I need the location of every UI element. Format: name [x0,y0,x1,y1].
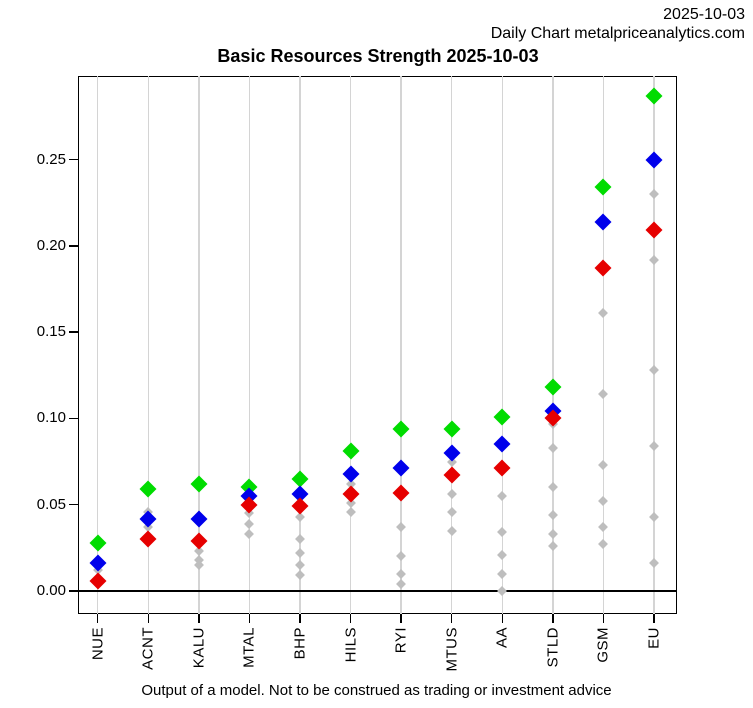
y-axis-tick [69,417,78,420]
header-subtitle: Daily Chart metalpriceanalytics.com [490,25,745,42]
zero-line [78,590,677,592]
y-axis-tick [69,503,78,506]
x-axis-tick [653,614,655,623]
x-axis-tick [602,614,605,623]
x-axis-tick [198,614,200,623]
y-axis-tick [69,158,78,161]
x-axis-tick [349,614,352,623]
y-axis-label: 0.20 [36,236,66,254]
x-axis-label: EU [645,627,663,649]
y-axis-label: 0.25 [36,150,66,168]
header-date: 2025-10-03 [663,6,745,23]
x-axis-tick [147,614,150,623]
gridline [96,76,99,614]
gridline [248,76,251,614]
x-axis-label: MTUS [443,627,461,672]
x-axis-label: BHP [291,627,309,660]
x-axis-tick [552,614,554,623]
x-axis-label: MTAL [240,627,258,668]
x-axis-tick [299,614,301,623]
y-axis-tick [69,245,78,247]
x-axis-label: NUE [89,627,107,661]
gridline [450,76,453,614]
x-axis-tick [400,614,402,623]
y-axis-tick [69,590,78,592]
x-axis-label: KALU [190,627,208,669]
y-axis-tick [69,331,78,333]
gridline [349,76,352,614]
x-axis-label: GSM [594,627,612,663]
gridline [602,76,605,614]
gridline [552,76,554,614]
x-axis-tick [96,614,99,623]
x-axis-tick [450,614,453,623]
x-axis-label: RYI [392,627,410,654]
x-axis-tick [501,614,503,623]
gridline [299,76,301,614]
chart-title: Basic Resources Strength 2025-10-03 [217,46,539,66]
x-axis-label: AA [493,627,511,649]
gridline [198,76,200,614]
plot-area [78,76,677,614]
y-axis-label: 0.05 [36,495,66,513]
y-axis-label: 0.10 [36,409,66,427]
y-axis-label: 0.00 [36,582,66,599]
gridline [501,76,503,614]
gridline [653,76,655,614]
y-axis-label: 0.15 [36,323,66,341]
x-axis-label: STLD [544,627,562,668]
x-axis-label: ACNT [139,627,157,670]
x-axis-tick [248,614,251,623]
disclaimer-caption: Output of a model. Not to be construed a… [141,682,612,699]
gridline [400,76,402,614]
x-axis-label: HILS [342,627,360,663]
gridline [147,76,150,614]
